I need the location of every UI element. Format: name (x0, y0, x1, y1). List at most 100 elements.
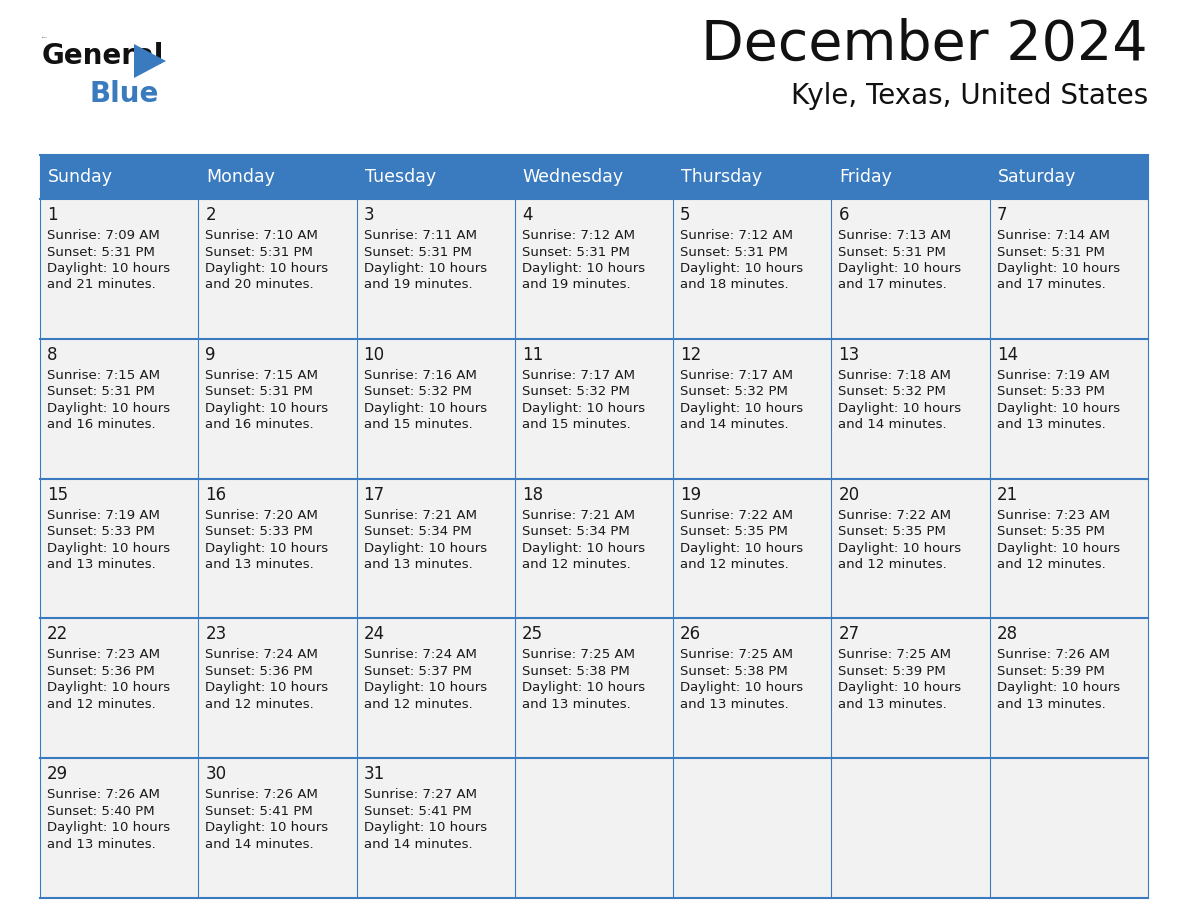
Text: Sunset: 5:39 PM: Sunset: 5:39 PM (839, 665, 946, 677)
Text: and 15 minutes.: and 15 minutes. (522, 419, 631, 431)
Text: Sunrise: 7:26 AM: Sunrise: 7:26 AM (206, 789, 318, 801)
Text: and 12 minutes.: and 12 minutes. (839, 558, 947, 571)
Text: Sunrise: 7:09 AM: Sunrise: 7:09 AM (48, 229, 159, 242)
Text: Sunrise: 7:23 AM: Sunrise: 7:23 AM (48, 648, 160, 661)
Text: Sunrise: 7:27 AM: Sunrise: 7:27 AM (364, 789, 476, 801)
Text: 1: 1 (48, 206, 58, 224)
Text: Sunset: 5:38 PM: Sunset: 5:38 PM (681, 665, 788, 677)
Bar (40, 478, 198, 619)
Text: Sunset: 5:40 PM: Sunset: 5:40 PM (48, 805, 154, 818)
Text: Sunrise: 7:15 AM: Sunrise: 7:15 AM (206, 369, 318, 382)
Text: Sunset: 5:31 PM: Sunset: 5:31 PM (839, 245, 947, 259)
Text: Sunset: 5:31 PM: Sunset: 5:31 PM (681, 245, 788, 259)
Text: and 19 minutes.: and 19 minutes. (522, 278, 631, 292)
Text: Daylight: 10 hours: Daylight: 10 hours (522, 542, 645, 554)
Text: Sunset: 5:32 PM: Sunset: 5:32 PM (681, 386, 788, 398)
Bar (356, 758, 514, 898)
Bar (990, 199, 1148, 339)
Text: and 20 minutes.: and 20 minutes. (206, 278, 314, 292)
Text: Daylight: 10 hours: Daylight: 10 hours (522, 402, 645, 415)
Bar (990, 339, 1148, 478)
Bar (674, 478, 832, 619)
Text: Friday: Friday (840, 168, 892, 186)
Text: Daylight: 10 hours: Daylight: 10 hours (206, 681, 328, 694)
Bar (40, 619, 198, 758)
Text: Sunset: 5:31 PM: Sunset: 5:31 PM (48, 245, 154, 259)
Text: Sunrise: 7:12 AM: Sunrise: 7:12 AM (681, 229, 794, 242)
Text: and 13 minutes.: and 13 minutes. (997, 698, 1106, 711)
Text: and 19 minutes.: and 19 minutes. (364, 278, 472, 292)
Text: Sunrise: 7:16 AM: Sunrise: 7:16 AM (364, 369, 476, 382)
Text: Sunset: 5:37 PM: Sunset: 5:37 PM (364, 665, 472, 677)
Text: Sunset: 5:32 PM: Sunset: 5:32 PM (839, 386, 947, 398)
Bar (356, 155, 514, 199)
Text: 28: 28 (997, 625, 1018, 644)
Text: Daylight: 10 hours: Daylight: 10 hours (48, 262, 170, 275)
Bar (40, 758, 198, 898)
Text: Sunset: 5:36 PM: Sunset: 5:36 PM (206, 665, 312, 677)
Text: Sunday: Sunday (48, 168, 113, 186)
Text: Sunset: 5:33 PM: Sunset: 5:33 PM (997, 386, 1105, 398)
Bar (514, 199, 674, 339)
Text: 9: 9 (206, 346, 216, 364)
Text: Sunrise: 7:23 AM: Sunrise: 7:23 AM (997, 509, 1110, 521)
Text: Sunset: 5:31 PM: Sunset: 5:31 PM (206, 386, 314, 398)
Text: 7: 7 (997, 206, 1007, 224)
Text: Sunrise: 7:12 AM: Sunrise: 7:12 AM (522, 229, 634, 242)
Text: Sunset: 5:31 PM: Sunset: 5:31 PM (522, 245, 630, 259)
Text: Sunset: 5:31 PM: Sunset: 5:31 PM (206, 245, 314, 259)
Text: Daylight: 10 hours: Daylight: 10 hours (997, 262, 1120, 275)
Text: Daylight: 10 hours: Daylight: 10 hours (364, 402, 487, 415)
Text: 24: 24 (364, 625, 385, 644)
Text: Daylight: 10 hours: Daylight: 10 hours (997, 402, 1120, 415)
Text: 6: 6 (839, 206, 849, 224)
Text: 14: 14 (997, 346, 1018, 364)
Text: 21: 21 (997, 486, 1018, 504)
Bar (356, 199, 514, 339)
Text: and 17 minutes.: and 17 minutes. (997, 278, 1106, 292)
Text: 27: 27 (839, 625, 860, 644)
Text: and 12 minutes.: and 12 minutes. (48, 698, 156, 711)
Text: Sunrise: 7:21 AM: Sunrise: 7:21 AM (522, 509, 634, 521)
Text: Sunrise: 7:10 AM: Sunrise: 7:10 AM (206, 229, 318, 242)
Text: 2: 2 (206, 206, 216, 224)
Text: Daylight: 10 hours: Daylight: 10 hours (364, 822, 487, 834)
Bar (832, 339, 990, 478)
Text: and 12 minutes.: and 12 minutes. (681, 558, 789, 571)
Bar (198, 339, 356, 478)
Bar (990, 155, 1148, 199)
Bar (356, 339, 514, 478)
Text: Daylight: 10 hours: Daylight: 10 hours (839, 262, 961, 275)
Bar (356, 478, 514, 619)
Text: Sunrise: 7:20 AM: Sunrise: 7:20 AM (206, 509, 318, 521)
Text: 5: 5 (681, 206, 690, 224)
Bar (40, 199, 198, 339)
Text: Sunset: 5:33 PM: Sunset: 5:33 PM (206, 525, 314, 538)
Text: and 12 minutes.: and 12 minutes. (364, 698, 473, 711)
Text: and 14 minutes.: and 14 minutes. (839, 419, 947, 431)
Text: 18: 18 (522, 486, 543, 504)
Text: and 15 minutes.: and 15 minutes. (364, 419, 473, 431)
Text: Daylight: 10 hours: Daylight: 10 hours (839, 402, 961, 415)
Text: Daylight: 10 hours: Daylight: 10 hours (364, 262, 487, 275)
Bar (514, 155, 674, 199)
Text: 26: 26 (681, 625, 701, 644)
Text: Daylight: 10 hours: Daylight: 10 hours (206, 822, 328, 834)
Bar (40, 155, 198, 199)
Bar (674, 339, 832, 478)
Text: December 2024: December 2024 (701, 18, 1148, 72)
Text: Daylight: 10 hours: Daylight: 10 hours (364, 542, 487, 554)
Text: and 12 minutes.: and 12 minutes. (997, 558, 1106, 571)
Text: Thursday: Thursday (681, 168, 763, 186)
Text: Daylight: 10 hours: Daylight: 10 hours (206, 262, 328, 275)
Text: and 16 minutes.: and 16 minutes. (206, 419, 314, 431)
Text: Daylight: 10 hours: Daylight: 10 hours (997, 542, 1120, 554)
Text: Sunset: 5:35 PM: Sunset: 5:35 PM (839, 525, 947, 538)
Text: Daylight: 10 hours: Daylight: 10 hours (48, 402, 170, 415)
Bar (990, 619, 1148, 758)
Text: and 14 minutes.: and 14 minutes. (364, 838, 472, 851)
Text: and 12 minutes.: and 12 minutes. (522, 558, 631, 571)
Text: Sunset: 5:31 PM: Sunset: 5:31 PM (364, 245, 472, 259)
Text: Daylight: 10 hours: Daylight: 10 hours (206, 402, 328, 415)
Bar (514, 339, 674, 478)
